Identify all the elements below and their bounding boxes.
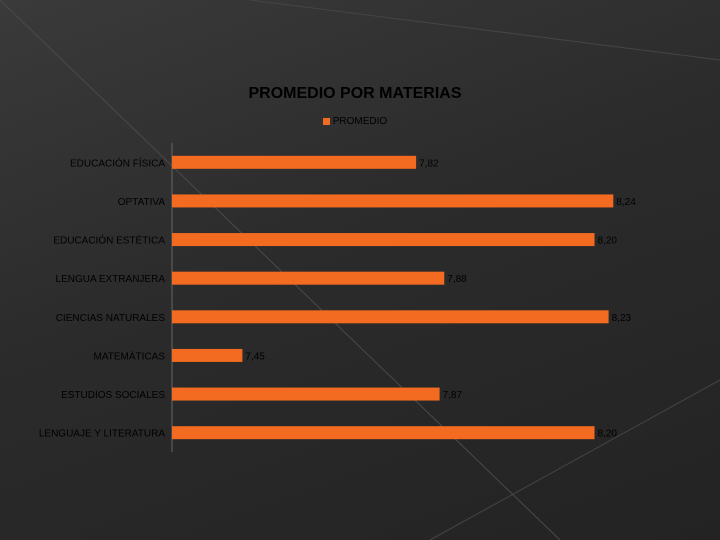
category-label: EDUCACIÓN ESTÉTICA bbox=[53, 234, 165, 247]
data-label: 7,88 bbox=[447, 274, 467, 285]
data-label: 8,23 bbox=[612, 313, 632, 324]
chart-legend: PROMEDIO bbox=[0, 116, 710, 127]
category-label: ESTUDIOS SOCIALES bbox=[61, 390, 165, 401]
data-label: 8,24 bbox=[616, 197, 636, 208]
bar bbox=[172, 233, 595, 247]
chart-title: PROMEDIO POR MATERIAS bbox=[248, 85, 462, 102]
bar bbox=[172, 310, 609, 324]
bar bbox=[172, 348, 243, 362]
legend-swatch bbox=[322, 118, 330, 125]
data-label: 7,45 bbox=[245, 351, 265, 362]
category-label: EDUCACIÓN FÍSICA bbox=[70, 156, 165, 169]
bar bbox=[172, 271, 445, 285]
data-label: 7,87 bbox=[443, 390, 463, 401]
legend-label: PROMEDIO bbox=[332, 116, 388, 127]
category-label: MATEMÁTICAS bbox=[94, 349, 166, 362]
category-label: CIENCIAS NATURALES bbox=[56, 313, 166, 324]
bar bbox=[172, 194, 614, 208]
category-label: LENGUAJE Y LITERATURA bbox=[39, 429, 165, 440]
data-label: 7,82 bbox=[419, 158, 439, 169]
category-label: LENGUA EXTRANJERA bbox=[56, 274, 166, 285]
data-label: 8,20 bbox=[598, 236, 618, 247]
category-label: OPTATIVA bbox=[118, 197, 166, 208]
data-label: 8,20 bbox=[598, 429, 618, 440]
bar bbox=[172, 155, 417, 169]
bar bbox=[172, 387, 440, 401]
bar bbox=[172, 426, 595, 440]
